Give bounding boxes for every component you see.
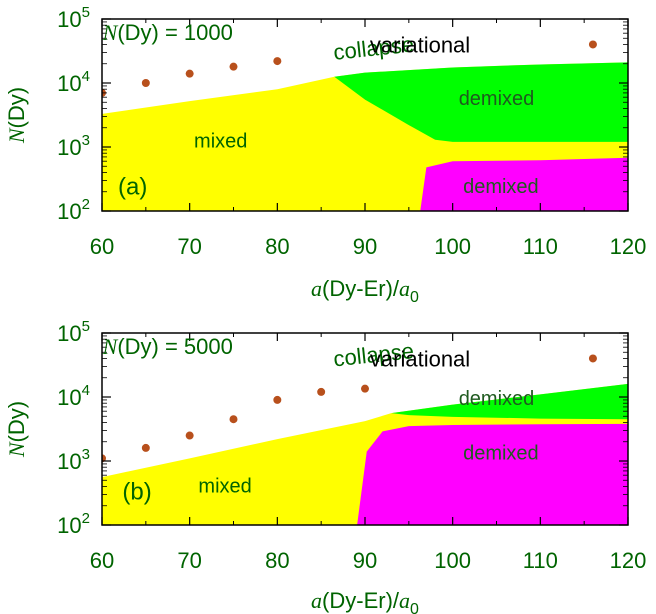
x-tick-label: 60 xyxy=(90,548,114,573)
x-tick-label: 60 xyxy=(90,234,114,259)
legend-label: variational xyxy=(370,32,470,57)
demixed-magenta-region xyxy=(420,157,628,211)
x-tick-label: 90 xyxy=(353,548,377,573)
variational-point xyxy=(185,69,194,78)
mixed-label: mixed xyxy=(194,131,247,153)
x-tick-label: 90 xyxy=(353,234,377,259)
variational-point xyxy=(141,79,150,87)
x-tick-label: 120 xyxy=(610,548,647,573)
legend-marker xyxy=(588,40,597,49)
variational-point xyxy=(229,62,238,71)
y-tick-label: 104 xyxy=(57,68,90,96)
demixed-green-region xyxy=(391,383,628,420)
panel-b: 60 70 80 90 100 110 120 102 103 104 105 a(Dy-Er)/a0… xyxy=(4,318,646,614)
variational-point xyxy=(229,415,238,424)
x-tick-label: 100 xyxy=(434,548,471,573)
x-tick-label: 110 xyxy=(523,548,558,573)
y-tick-label: 105 xyxy=(57,4,90,32)
panel-tag: (a) xyxy=(118,174,147,201)
variational-point xyxy=(185,431,194,440)
demixed-upper-label: demixed xyxy=(459,388,535,410)
x-axis-title: a(Dy-Er)/a0 xyxy=(311,588,419,614)
plot-area xyxy=(102,57,628,211)
inset-label: N(Dy) = 1000 xyxy=(102,20,233,45)
y-tick-label: 104 xyxy=(57,382,90,410)
y-tick-label: 102 xyxy=(57,196,90,224)
variational-point xyxy=(273,57,282,66)
x-tick-label: 80 xyxy=(265,548,289,573)
demixed-lower-label: demixed xyxy=(463,443,539,465)
y-tick-label: 103 xyxy=(57,446,90,474)
x-tick-label: 70 xyxy=(177,548,201,573)
demixed-lower-label: demixed xyxy=(463,176,539,198)
y-tick-label: 103 xyxy=(57,132,90,160)
x-tick-label: 110 xyxy=(523,234,558,259)
variational-point xyxy=(141,443,150,452)
y-axis-title: N(Dy) xyxy=(4,87,29,144)
y-axis-title: N(Dy) xyxy=(4,401,29,458)
x-tick-label: 80 xyxy=(265,234,289,259)
demixed-magenta-region xyxy=(357,423,628,525)
x-tick-label: 120 xyxy=(610,234,647,259)
variational-point xyxy=(361,384,369,393)
variational-point xyxy=(102,454,106,463)
demixed-green-region xyxy=(334,62,628,142)
x-axis-title: a(Dy-Er)/a0 xyxy=(311,276,419,306)
demixed-upper-label: demixed xyxy=(459,88,535,110)
plot-area xyxy=(102,383,628,525)
panel-tag: (b) xyxy=(122,479,151,506)
panel-a: 60 70 80 90 100 110 120 102 103 104 105 a(Dy-Er)/a0… xyxy=(4,4,646,306)
variational-point xyxy=(317,387,326,396)
legend-label: variational xyxy=(370,346,470,371)
legend-marker xyxy=(588,354,597,363)
x-tick-label: 100 xyxy=(434,234,471,259)
y-tick-label: 105 xyxy=(57,318,90,346)
variational-point xyxy=(273,395,282,404)
inset-label: N(Dy) = 5000 xyxy=(102,334,233,359)
x-tick-label: 70 xyxy=(177,234,201,259)
mixed-label: mixed xyxy=(198,476,251,498)
y-tick-label: 102 xyxy=(57,510,90,538)
